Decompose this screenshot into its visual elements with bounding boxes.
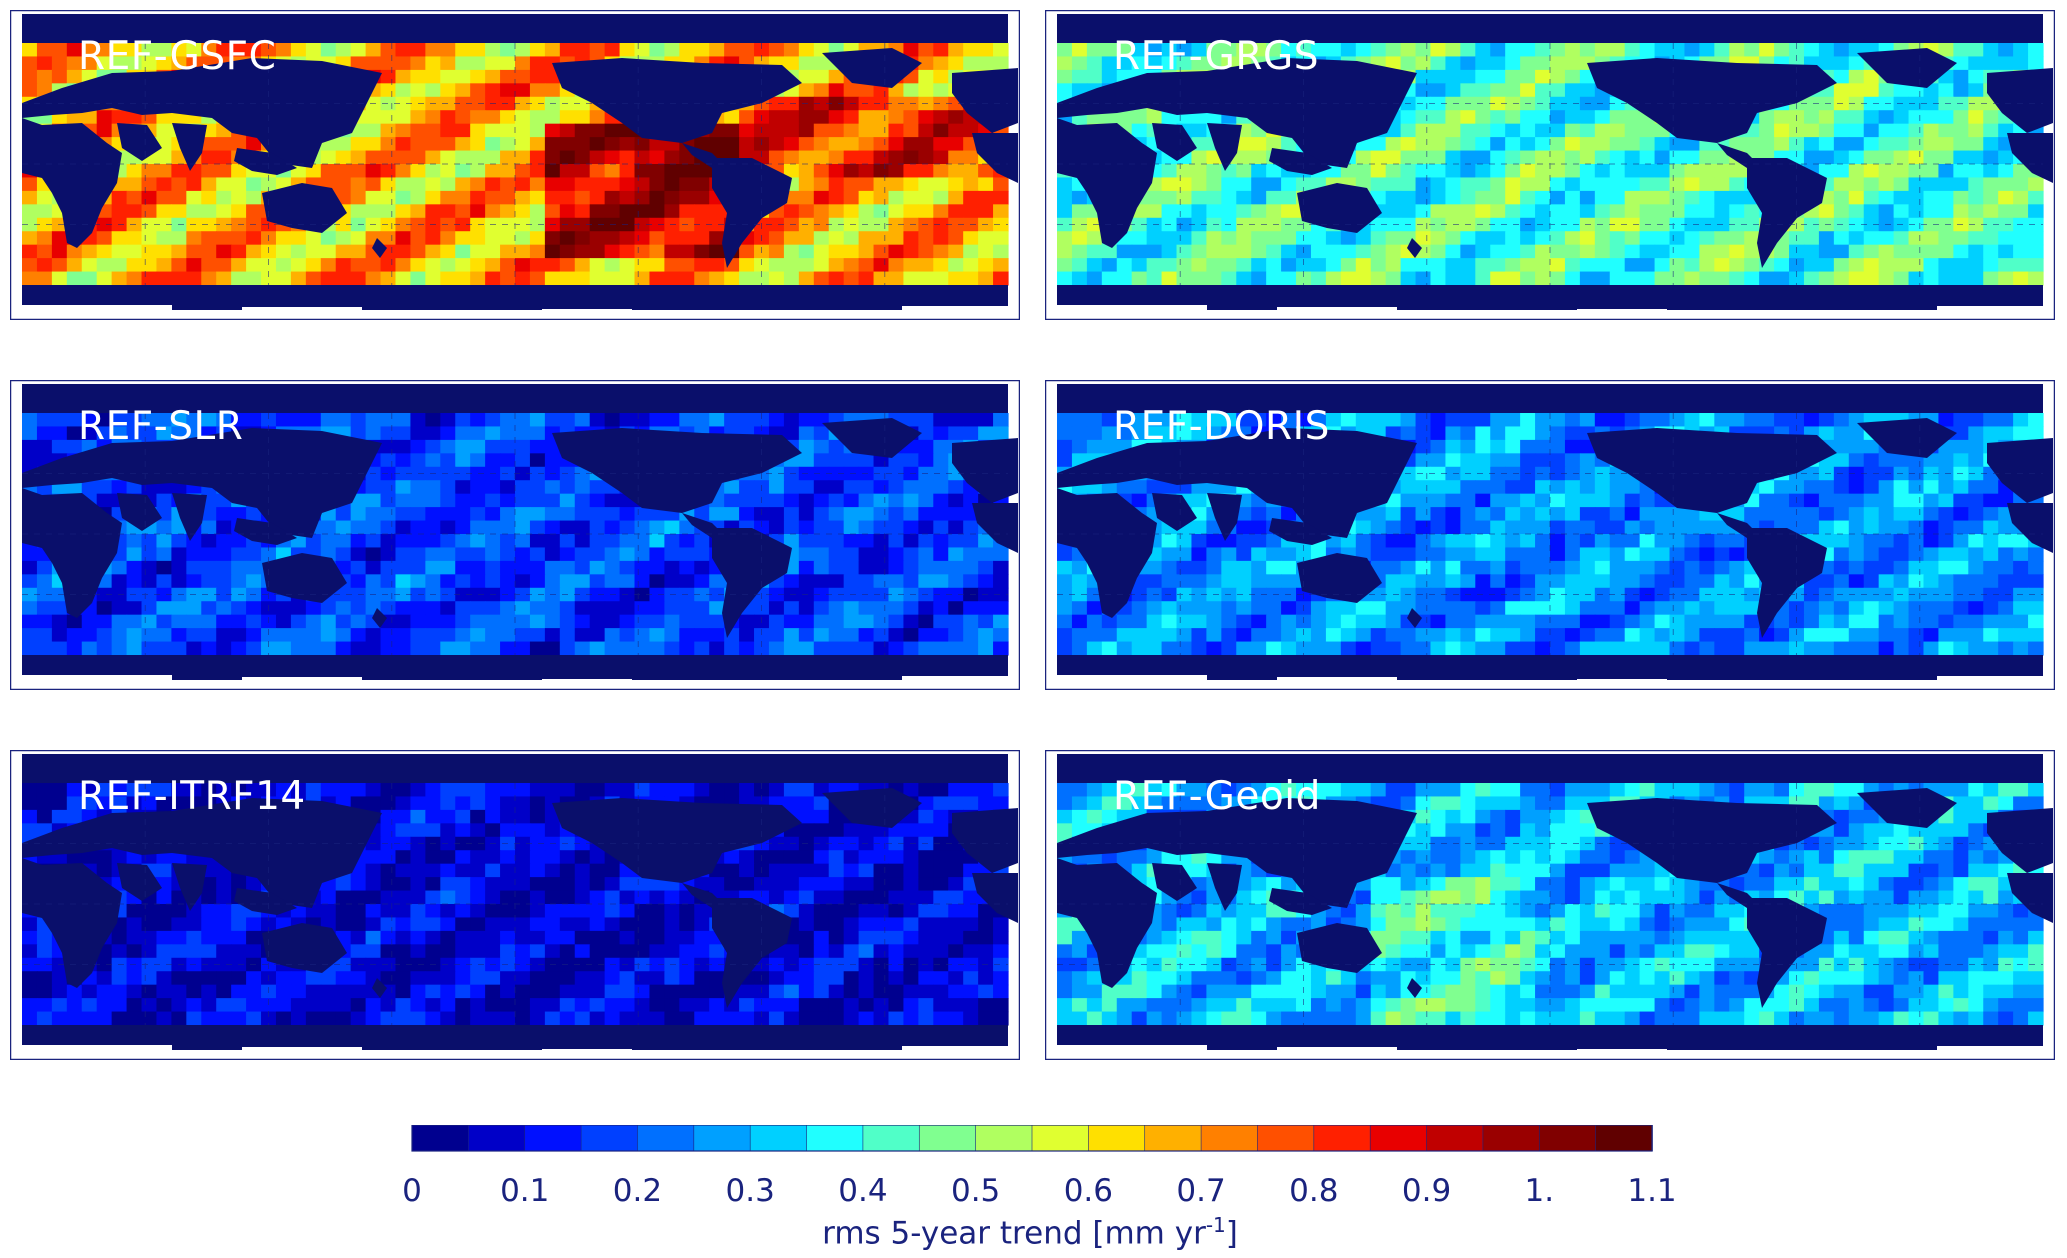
map-panel-ref-doris: REF-DORIS <box>1045 380 2055 690</box>
colorbar-bin <box>1595 1124 1653 1152</box>
map-panel-ref-itrf14: REF-ITRF14 <box>10 750 1020 1060</box>
colorbar-bin <box>411 1124 470 1152</box>
colorbar-bin <box>1538 1124 1597 1152</box>
colorbar-tick-label: 0.3 <box>725 1173 775 1209</box>
colorbar-bin <box>1088 1124 1146 1152</box>
panel-label: REF-GRGS <box>1113 34 1319 79</box>
map-canvas <box>10 380 1020 690</box>
colorbar-tick-label: 0.5 <box>950 1173 1001 1209</box>
colorbar-tick-label: 0.9 <box>1401 1173 1452 1209</box>
colorbar-title-close: ] <box>1225 1215 1238 1252</box>
colorbar-tick-label: 1. <box>1524 1173 1555 1209</box>
colorbar-tick-label: 1.1 <box>1627 1173 1677 1209</box>
colorbar-bin <box>1031 1124 1090 1152</box>
colorbar-bin <box>918 1124 977 1152</box>
colorbar-tick-label: 0.1 <box>500 1173 550 1209</box>
map-panel-ref-geoid: REF-Geoid <box>1045 750 2055 1060</box>
colorbar-title: rms 5-year trend [mm yr-1] <box>400 1213 1660 1251</box>
colorbar-bin <box>693 1124 751 1152</box>
colorbar-tick-label: 0.4 <box>838 1173 888 1209</box>
colorbar-bin <box>468 1124 526 1152</box>
map-panel-ref-gsfc: REF-GSFC <box>10 10 1020 320</box>
colorbar-bin <box>1313 1124 1371 1152</box>
colorbar-bin <box>975 1124 1033 1152</box>
colorbar-title-exponent: -1 <box>1205 1213 1226 1237</box>
colorbar-bin <box>862 1124 921 1152</box>
colorbar-bin <box>580 1124 639 1152</box>
colorbar-bin <box>1426 1124 1484 1152</box>
panel-label: REF-SLR <box>78 404 244 449</box>
map-canvas <box>1045 380 2055 690</box>
colorbar-bin <box>749 1124 808 1152</box>
colorbar-bin <box>1144 1124 1202 1152</box>
panel-label: REF-Geoid <box>1113 774 1321 819</box>
map-canvas <box>1045 750 2055 1060</box>
colorbar-tick-label: 0.6 <box>1063 1173 1114 1209</box>
colorbar-bin <box>1482 1124 1541 1152</box>
colorbar-bin <box>1200 1124 1259 1152</box>
colorbar: 0 0.1 0.2 0.3 0.4 0.5 0.6 0.7 0.8 0.9 1. 1.1 rms 5-… <box>400 1124 1677 1255</box>
colorbar-bin <box>1257 1124 1315 1152</box>
colorbar-tick-label: 0.7 <box>1176 1173 1226 1209</box>
panel-label: REF-DORIS <box>1113 404 1330 449</box>
colorbar-title-text: rms 5-year trend [mm yr <box>822 1215 1206 1252</box>
map-canvas <box>10 10 1020 320</box>
panel-label: REF-GSFC <box>78 34 277 79</box>
colorbar-bin <box>524 1124 582 1152</box>
map-panel-ref-grgs: REF-GRGS <box>1045 10 2055 320</box>
colorbar-tick-label: 0 <box>402 1173 422 1209</box>
map-canvas <box>1045 10 2055 320</box>
colorbar-bar <box>411 1124 1653 1152</box>
colorbar-bin <box>637 1124 695 1152</box>
colorbar-tick-label: 0.2 <box>612 1173 663 1209</box>
colorbar-bin <box>1369 1124 1428 1152</box>
panel-label: REF-ITRF14 <box>78 774 306 819</box>
map-panel-ref-slr: REF-SLR <box>10 380 1020 690</box>
map-canvas <box>10 750 1020 1060</box>
colorbar-tick-label: 0.8 <box>1289 1173 1339 1209</box>
colorbar-bin <box>806 1124 864 1152</box>
